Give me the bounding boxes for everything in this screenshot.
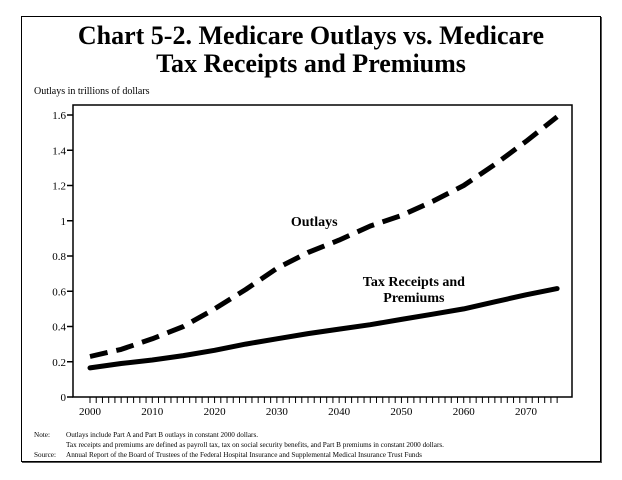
chart-title-line-2: Tax Receipts and Premiums bbox=[156, 49, 466, 78]
y-tick-label: 0.6 bbox=[52, 286, 66, 298]
note-line-2: Tax receipts and premiums are defined as… bbox=[66, 441, 444, 449]
annotation-line: Premiums bbox=[383, 291, 445, 306]
x-ticks: 2000 2010 2020 2030 2040 2050 2060 2070 bbox=[79, 397, 558, 418]
source-row: Source: Annual Report of the Board of Tr… bbox=[34, 450, 444, 460]
series-line-outlays bbox=[89, 114, 559, 359]
annotation-label: Outlays bbox=[291, 215, 338, 230]
y-tick-label: 0.4 bbox=[52, 322, 66, 334]
y-axis-label: Outlays in trillions of dollars bbox=[34, 86, 150, 97]
x-tick-label: 2000 bbox=[79, 406, 102, 418]
x-tick-label: 2040 bbox=[328, 406, 351, 418]
annotation-line: Tax Receipts and bbox=[363, 275, 465, 290]
x-tick-label: 2020 bbox=[204, 406, 227, 418]
x-tick-label: 2030 bbox=[266, 406, 289, 418]
chart-title-line-1: Chart 5-2. Medicare Outlays vs. Medicare bbox=[77, 21, 545, 50]
annotation-line: Outlays bbox=[291, 215, 338, 230]
y-ticks: 0 0.2 0.4 0.6 0.8 1 1.2 1.4 1.6 bbox=[52, 110, 73, 404]
x-tick-label: 2070 bbox=[515, 406, 538, 418]
annotations: Outlays Tax Receipts and Premiums bbox=[291, 215, 465, 306]
y-tick-label: 0 bbox=[61, 392, 67, 404]
x-tick-label: 2050 bbox=[390, 406, 413, 418]
y-tick-label: 1.4 bbox=[52, 145, 66, 157]
chart-frame bbox=[21, 16, 601, 462]
chart-notes: Note: Outlays include Part A and Part B … bbox=[34, 430, 444, 460]
y-tick-label: 1.2 bbox=[52, 181, 66, 193]
series-line-tax-receipts-and-premiums bbox=[87, 286, 560, 371]
source-text: Annual Report of the Board of Trustees o… bbox=[66, 451, 422, 459]
note-row-2: Tax receipts and premiums are defined as… bbox=[34, 440, 444, 450]
note-line-1: Outlays include Part A and Part B outlay… bbox=[66, 431, 259, 439]
y-tick-label: 1.6 bbox=[52, 110, 66, 122]
source-label: Source: bbox=[34, 451, 56, 459]
annotation-label: Tax Receipts and Premiums bbox=[363, 275, 465, 306]
note-label: Note: bbox=[34, 431, 50, 439]
y-tick-label: 0.2 bbox=[52, 357, 66, 369]
note-row-1: Note: Outlays include Part A and Part B … bbox=[34, 430, 444, 440]
series-group bbox=[87, 114, 560, 371]
x-tick-label: 2010 bbox=[141, 406, 164, 418]
plot-area bbox=[72, 104, 573, 398]
chart-title: Chart 5-2. Medicare Outlays vs. Medicare… bbox=[21, 22, 601, 78]
x-tick-label: 2060 bbox=[453, 406, 476, 418]
y-tick-label: 1 bbox=[61, 216, 67, 228]
y-tick-label: 0.8 bbox=[52, 251, 66, 263]
